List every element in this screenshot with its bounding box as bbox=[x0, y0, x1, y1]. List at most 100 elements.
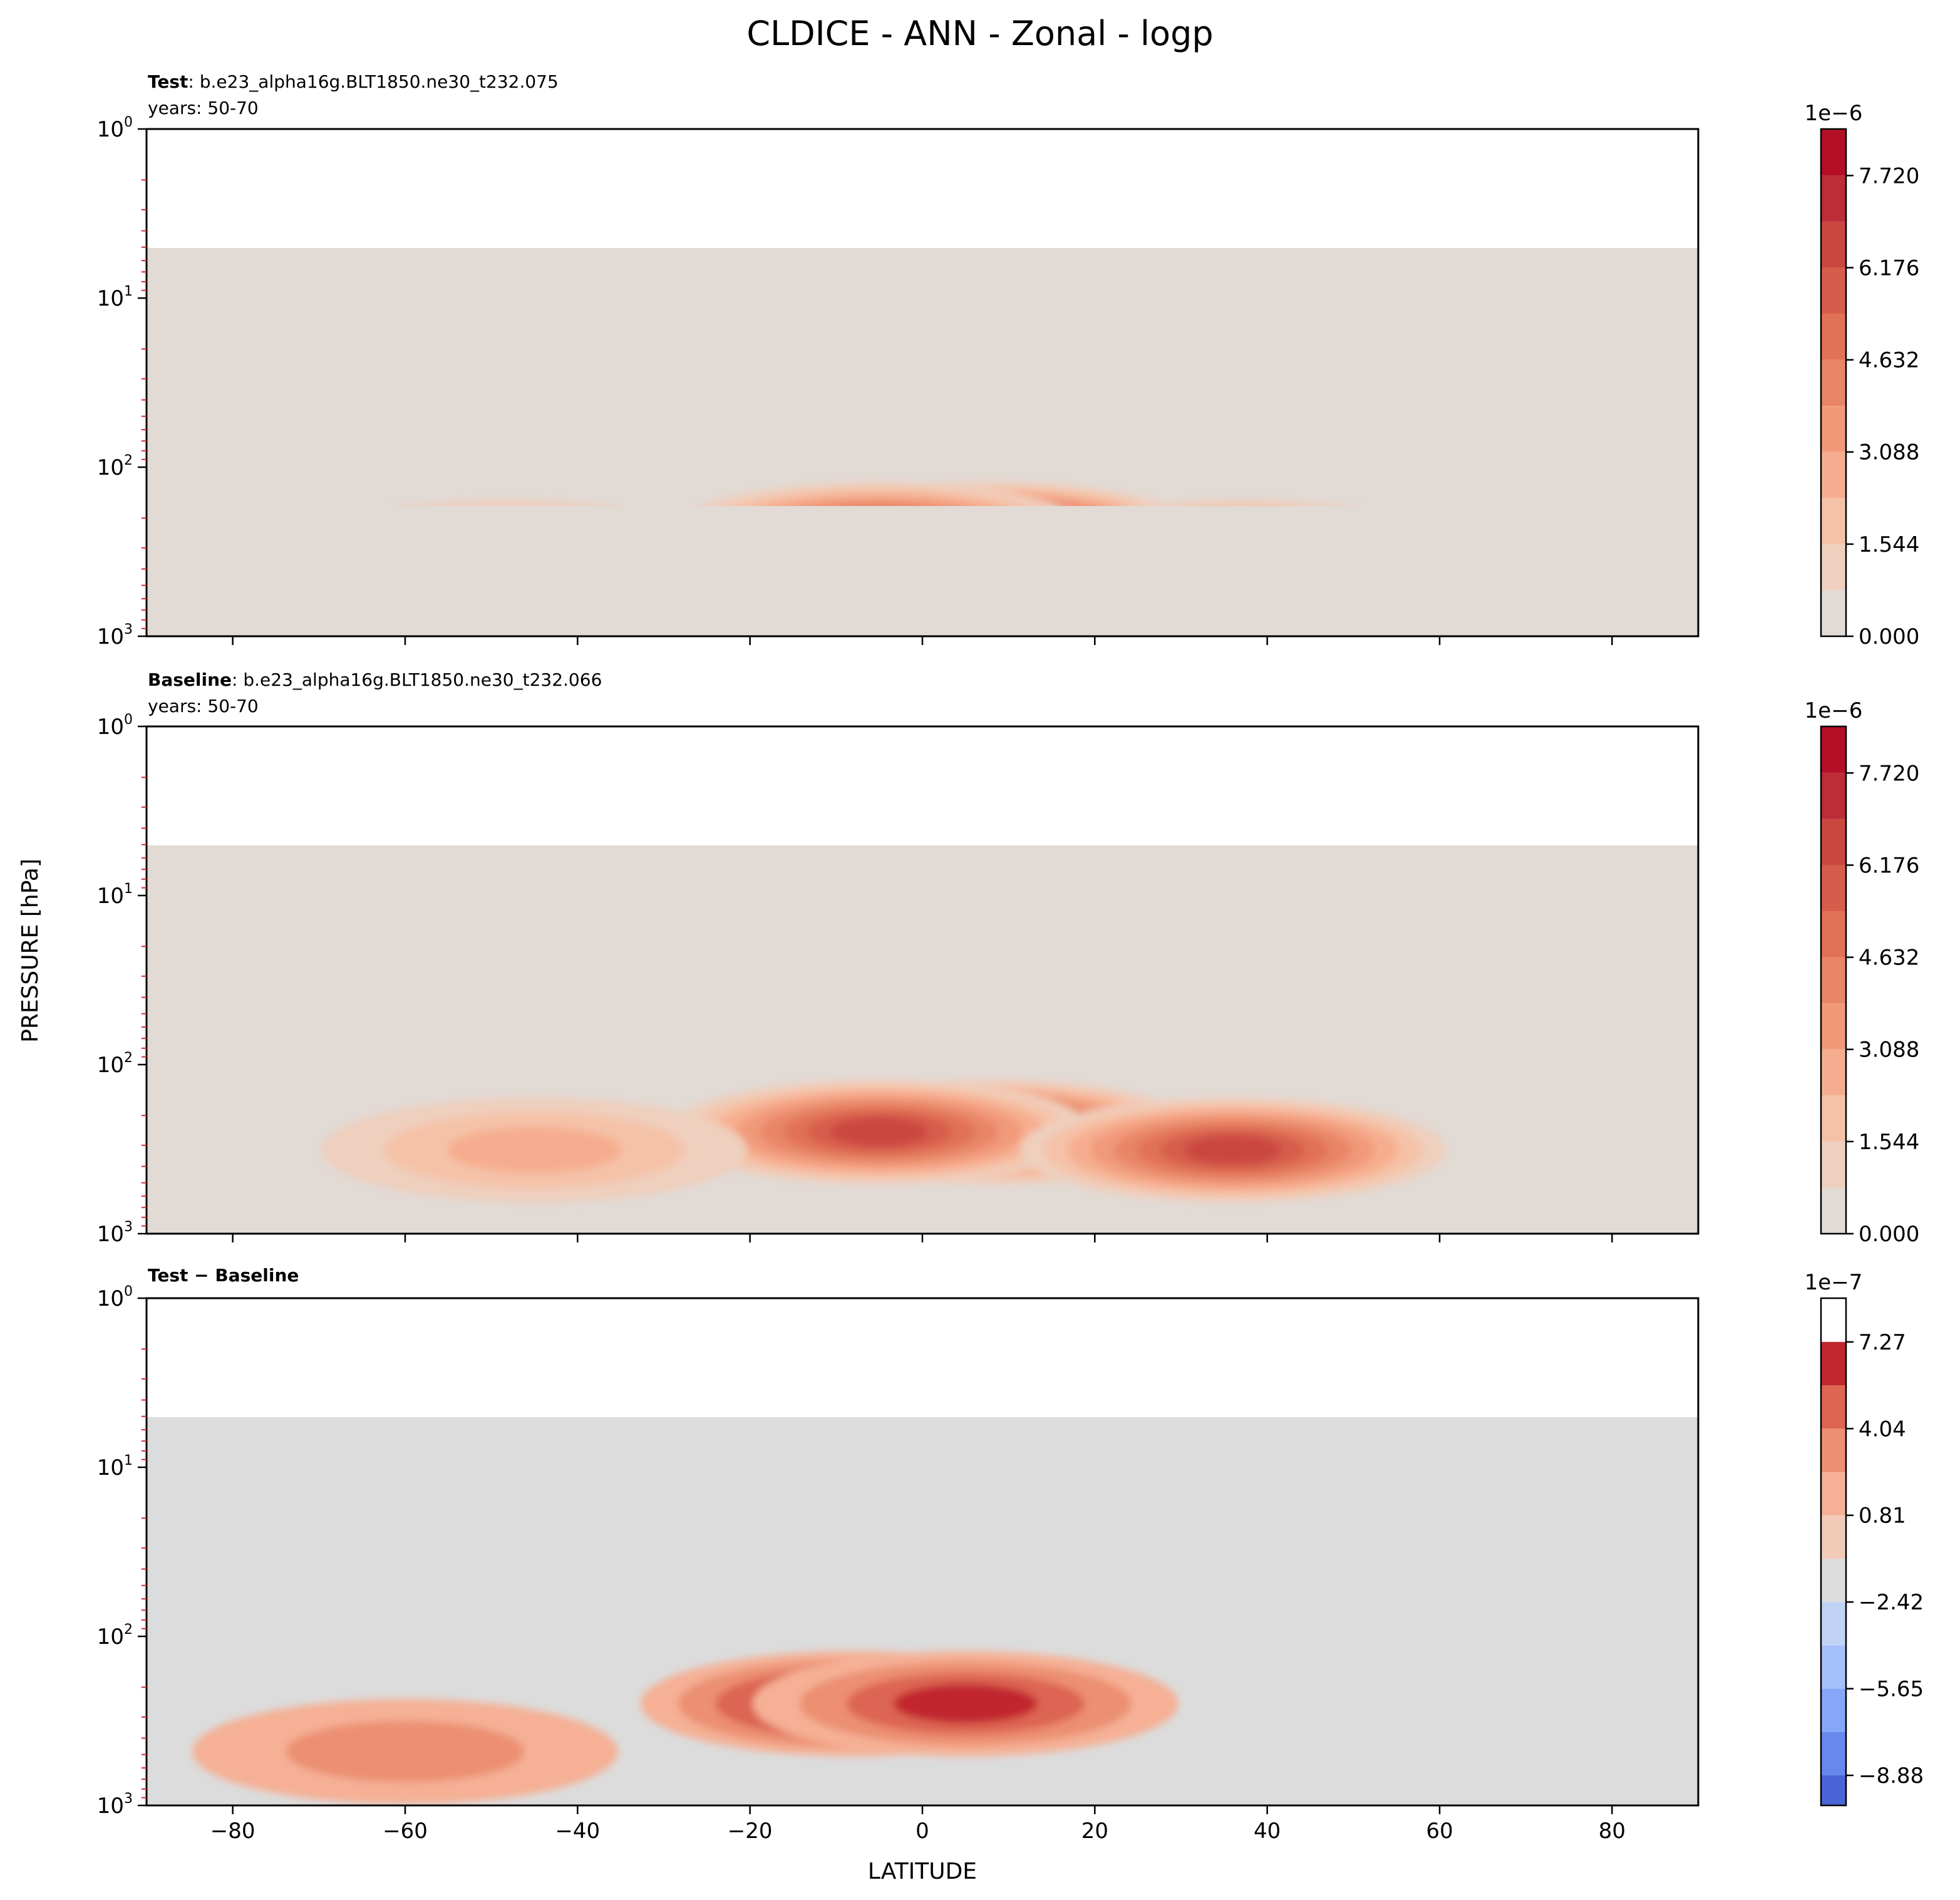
colorbar-tick-label: 6.176 bbox=[1859, 256, 1919, 281]
colorbar-band bbox=[1821, 1515, 1846, 1559]
y-tick-label: 103 bbox=[97, 622, 133, 649]
colorbar-tick-label: 1.544 bbox=[1859, 1130, 1919, 1155]
colorbar-tick-label: 0.000 bbox=[1859, 624, 1919, 649]
x-tick-label: −20 bbox=[728, 1819, 773, 1844]
colorbar-band bbox=[1821, 1095, 1846, 1142]
colorbar-tick-label: 4.04 bbox=[1859, 1417, 1906, 1442]
colorbar-band bbox=[1821, 957, 1846, 1004]
colorbar-band bbox=[1821, 590, 1846, 636]
colorbar-tick-label: 1.544 bbox=[1859, 532, 1919, 557]
colorbar-band bbox=[1821, 544, 1846, 591]
y-axis-label: PRESSURE [hPa] bbox=[18, 859, 43, 1043]
contour-band bbox=[1142, 500, 1341, 506]
y-tick-label: 100 bbox=[97, 115, 133, 142]
colorbar-tick-label: 0.000 bbox=[1859, 1222, 1919, 1247]
contour-band bbox=[446, 1127, 622, 1174]
colorbar-tick-label: 7.720 bbox=[1859, 761, 1919, 786]
x-ticks: −80 −60 −40 −20 0 20 40 60 80 bbox=[210, 1805, 1626, 1844]
panel-test: Test: b.e23_alpha16g.BLT1850.ne30_t232.0… bbox=[97, 71, 1920, 649]
colorbar-tick-label: 4.632 bbox=[1859, 348, 1919, 373]
panel-years: years: 50-70 bbox=[148, 696, 259, 716]
figure-title: CLDICE - ANN - Zonal - logp bbox=[746, 14, 1213, 53]
colorbar-tick-label: 7.720 bbox=[1859, 163, 1919, 188]
colorbar-frame bbox=[1820, 128, 1847, 638]
colorbar-band bbox=[1821, 267, 1846, 314]
x-tick-label: −80 bbox=[210, 1819, 255, 1844]
colorbar-band bbox=[1821, 865, 1846, 912]
panel-difference: Test − Baseline 100 101 102 103 −80 −60 −40 −2… bbox=[97, 1265, 1924, 1844]
y-tick-label: 102 bbox=[97, 1622, 133, 1650]
y-ticks: 100 101 102 103 bbox=[97, 1284, 147, 1819]
x-axis-label: LATITUDE bbox=[868, 1859, 977, 1884]
field-background bbox=[147, 248, 1698, 636]
colorbar-band bbox=[1821, 314, 1846, 360]
contour-band bbox=[893, 1683, 1038, 1723]
colorbar-frame bbox=[1820, 1297, 1847, 1807]
colorbar-frame bbox=[1820, 725, 1847, 1235]
x-ticks bbox=[232, 636, 1613, 645]
colorbar-band bbox=[1821, 498, 1846, 544]
y-tick-label: 100 bbox=[97, 712, 133, 740]
colorbar-band bbox=[1821, 1775, 1846, 1805]
colorbar-band bbox=[1821, 1559, 1846, 1603]
contour-band bbox=[410, 500, 607, 506]
colorbar-band bbox=[1821, 726, 1846, 773]
colorbar-band bbox=[1821, 1003, 1846, 1050]
colorbar-band bbox=[1821, 1732, 1846, 1775]
y-tick-label: 101 bbox=[97, 1453, 133, 1480]
colorbar-band bbox=[1821, 911, 1846, 958]
x-tick-label: 60 bbox=[1426, 1819, 1453, 1844]
panel-label-text: : b.e23_alpha16g.BLT1850.ne30_t232.075 bbox=[188, 71, 558, 92]
colorbar-tick-label: 0.81 bbox=[1859, 1504, 1906, 1529]
colorbar-band bbox=[1821, 359, 1846, 406]
panel-label: Test: b.e23_alpha16g.BLT1850.ne30_t232.0… bbox=[148, 71, 559, 92]
colorbar-band bbox=[1821, 1688, 1846, 1732]
colorbar-band bbox=[1821, 1341, 1846, 1386]
contour-field bbox=[321, 1079, 1446, 1203]
y-ticks: 100 101 102 103 bbox=[97, 115, 147, 649]
colorbar-exponent: 1e−6 bbox=[1805, 698, 1863, 723]
panel-label-text: : b.e23_alpha16g.BLT1850.ne30_t232.066 bbox=[232, 669, 602, 690]
x-tick-label: −40 bbox=[555, 1819, 600, 1844]
y-ticks: 100 101 102 103 bbox=[97, 712, 147, 1247]
y-tick-label: 100 bbox=[97, 1284, 133, 1311]
colorbar-band bbox=[1821, 175, 1846, 222]
y-tick-label: 102 bbox=[97, 453, 133, 480]
colorbar-band bbox=[1821, 1385, 1846, 1429]
contour-band bbox=[835, 503, 924, 506]
y-tick-label: 102 bbox=[97, 1050, 133, 1078]
colorbar-band bbox=[1821, 129, 1846, 176]
panel-label: Test − Baseline bbox=[148, 1265, 299, 1286]
y-tick-label: 101 bbox=[97, 881, 133, 909]
x-tick-label: 40 bbox=[1254, 1819, 1281, 1844]
contour-band bbox=[830, 1117, 928, 1147]
panel-label-bold: Baseline bbox=[148, 669, 232, 690]
colorbar-band bbox=[1821, 452, 1846, 498]
x-ticks bbox=[232, 1234, 1613, 1242]
colorbar-band bbox=[1821, 818, 1846, 865]
colorbar-band bbox=[1821, 1049, 1846, 1096]
x-tick-label: 0 bbox=[916, 1819, 929, 1844]
colorbar-band bbox=[1821, 406, 1846, 452]
colorbar-band bbox=[1821, 1472, 1846, 1515]
panel-years: years: 50-70 bbox=[148, 98, 259, 118]
y-tick-label: 103 bbox=[97, 1791, 133, 1819]
colorbar-tick-label: 7.27 bbox=[1859, 1330, 1906, 1355]
colorbar-band bbox=[1821, 1428, 1846, 1472]
colorbar-tick-label: 3.088 bbox=[1859, 1038, 1919, 1063]
panel-label-bold: Test − Baseline bbox=[148, 1265, 299, 1286]
contour-band bbox=[1399, 1689, 1698, 1795]
x-tick-label: 80 bbox=[1599, 1819, 1626, 1844]
colorbar: 0.000 1.544 3.088 4.632 6.176 7.720 1e−6 bbox=[1805, 101, 1920, 649]
contour-band bbox=[791, 498, 967, 506]
colorbar-tick-label: −5.65 bbox=[1859, 1677, 1924, 1702]
colorbar-band bbox=[1821, 221, 1846, 268]
colorbar-band bbox=[1821, 1187, 1846, 1234]
y-tick-label: 101 bbox=[97, 284, 133, 311]
panel-label-bold: Test bbox=[148, 71, 188, 92]
colorbar-tick-label: −2.42 bbox=[1859, 1590, 1924, 1615]
colorbar-band bbox=[1821, 1141, 1846, 1188]
colorbar-tick-label: 4.632 bbox=[1859, 946, 1919, 971]
x-tick-label: 20 bbox=[1081, 1819, 1108, 1844]
